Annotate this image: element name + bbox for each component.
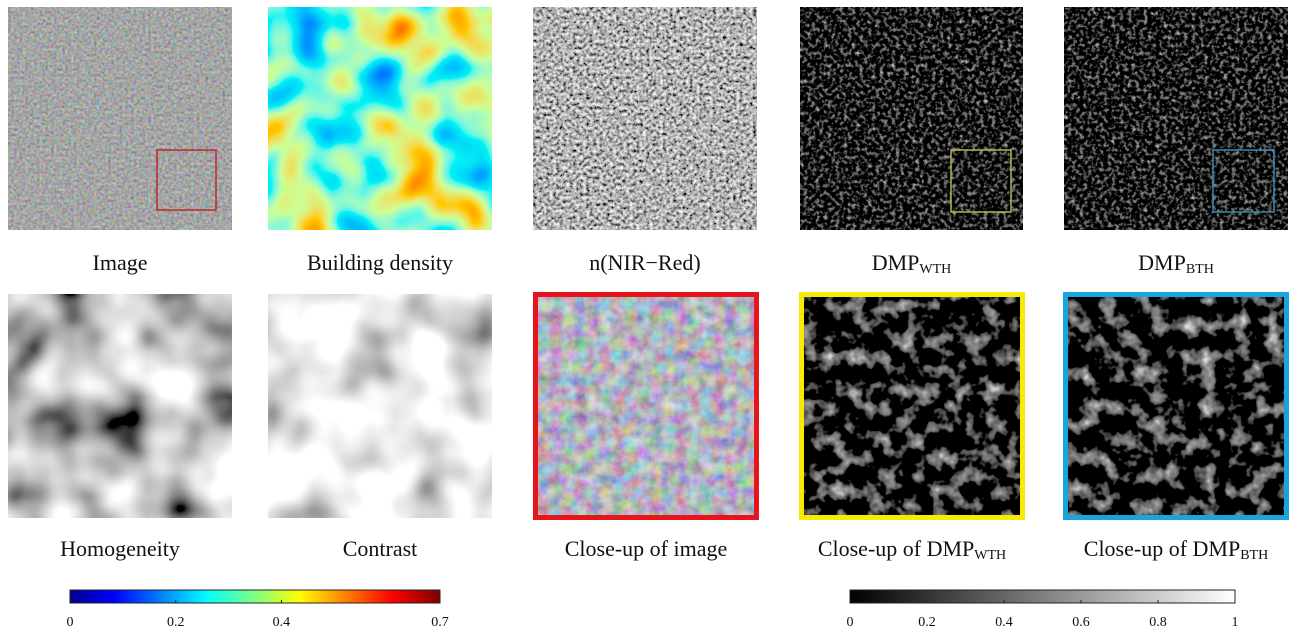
colorbar-tick-label: 0.7 <box>431 615 449 630</box>
caption-text: Contrast <box>343 536 418 561</box>
caption-text: DMP <box>1138 250 1186 275</box>
colorbar-tick-label: 0 <box>847 615 854 630</box>
caption-subscript: WTH <box>974 548 1006 563</box>
colorbar-tick-label: 0.4 <box>995 615 1013 630</box>
panel-caption: Close-up of image <box>565 536 728 561</box>
caption-text: Close-up of DMP <box>1084 536 1240 561</box>
panel-caption: DMPWTH <box>872 250 952 277</box>
caption-text: Homogeneity <box>60 536 180 561</box>
panel-image <box>1063 292 1289 520</box>
colorbar-tick-label: 0.4 <box>273 615 291 630</box>
panel-caption: Image <box>93 250 148 275</box>
panel-frame <box>1063 292 1289 520</box>
panel-frame <box>533 292 759 520</box>
caption-subscript: BTH <box>1240 548 1268 563</box>
panel-caption: DMPBTH <box>1138 250 1214 277</box>
panel-image <box>533 7 757 230</box>
panel-caption: Close-up of DMPBTH <box>1084 536 1268 563</box>
panel-image <box>8 294 232 518</box>
colorbar-tick-label: 0.2 <box>167 615 185 630</box>
panel-image <box>800 7 1023 230</box>
colorbar <box>69 589 441 604</box>
colorbar-tick-label: 1 <box>1232 615 1239 630</box>
caption-text: Image <box>93 250 148 275</box>
caption-subscript: BTH <box>1186 262 1214 277</box>
inset-box <box>1212 149 1275 213</box>
panel-image <box>268 7 492 230</box>
panel-caption: Contrast <box>343 536 418 561</box>
caption-text: DMP <box>872 250 920 275</box>
colorbar <box>849 589 1236 604</box>
panel-image <box>268 294 492 518</box>
caption-subscript: WTH <box>919 262 951 277</box>
inset-box <box>156 149 217 211</box>
panel-image <box>1064 7 1288 230</box>
panel-caption: n(NIR−Red) <box>589 250 700 275</box>
caption-text: Close-up of image <box>565 536 728 561</box>
inset-box <box>950 149 1012 213</box>
panel-image <box>8 7 232 230</box>
panel-caption: Homogeneity <box>60 536 180 561</box>
panel-image <box>799 292 1025 520</box>
colorbar-tick-label: 0 <box>67 615 74 630</box>
caption-text: Building density <box>307 250 453 275</box>
colorbar-tick-label: 0.8 <box>1149 615 1167 630</box>
colorbar-tick-label: 0.2 <box>918 615 936 630</box>
caption-text: Close-up of DMP <box>818 536 974 561</box>
panel-frame <box>799 292 1025 520</box>
panel-image <box>533 292 759 520</box>
caption-text: n(NIR−Red) <box>589 250 700 275</box>
colorbar-tick-label: 0.6 <box>1072 615 1090 630</box>
panel-caption: Close-up of DMPWTH <box>818 536 1006 563</box>
panel-caption: Building density <box>307 250 453 275</box>
